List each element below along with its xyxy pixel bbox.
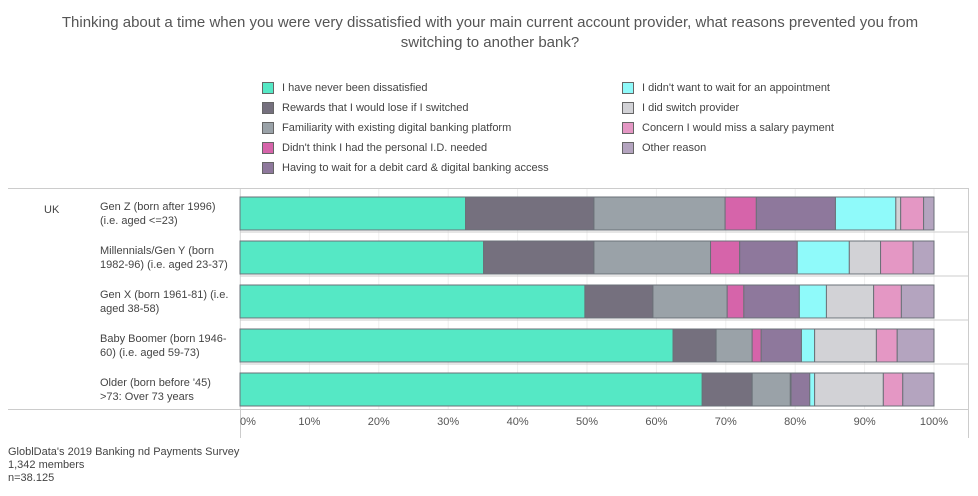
legend-label: I didn't want to wait for an appointment [642, 82, 830, 94]
legend-swatch [262, 82, 274, 94]
legend-label: Familiarity with existing digital bankin… [282, 122, 512, 134]
bar-segment[interactable] [239, 284, 586, 319]
bar-segment[interactable] [912, 240, 935, 275]
legend-label: Other reason [642, 142, 707, 154]
bar-segment[interactable] [790, 372, 811, 407]
legend-item[interactable]: Familiarity with existing digital bankin… [262, 121, 511, 135]
legend-label: I did switch provider [642, 102, 740, 114]
bar-segment[interactable] [739, 240, 798, 275]
bar-segment[interactable] [896, 328, 935, 363]
bar-segment[interactable] [755, 196, 836, 231]
category-label: Baby Boomer (born 1946-60) (i.e. aged 59… [100, 333, 227, 359]
bar-segment[interactable] [239, 196, 467, 231]
legend-item[interactable]: Didn't think I had the personal I.D. nee… [262, 141, 487, 155]
bar-segment[interactable] [751, 328, 762, 363]
x-tick-label: 20% [367, 416, 390, 428]
category-label: Gen Z (born after 1996) (i.e. aged <=23) [100, 201, 216, 227]
legend-swatch [622, 122, 634, 134]
bar-segment[interactable] [900, 196, 925, 231]
bar-segment[interactable] [760, 328, 802, 363]
chart-title: Thinking about a time when you were very… [61, 14, 919, 51]
x-tick-label: 60% [645, 416, 668, 428]
bar-segment[interactable] [900, 284, 935, 319]
bar-segment[interactable] [483, 240, 595, 275]
legend-item[interactable]: I did switch provider [622, 101, 739, 115]
group-label: UK [44, 204, 60, 216]
bar-segment[interactable] [796, 240, 850, 275]
category-label: Gen X (born 1961-81) (i.e. aged 38-58) [100, 289, 229, 315]
bar-segment[interactable] [672, 328, 717, 363]
legend-swatch [622, 82, 634, 94]
legend-label: Didn't think I had the personal I.D. nee… [282, 142, 488, 154]
legend-item[interactable]: I have never been dissatisfied [262, 81, 428, 95]
bar-segment[interactable] [902, 372, 935, 407]
legend-swatch [622, 142, 634, 154]
legend-item[interactable]: Concern I would miss a salary payment [622, 121, 834, 135]
x-tick-label: 70% [714, 416, 737, 428]
bar-segment[interactable] [809, 372, 816, 407]
footer-n: n=38.125 [8, 472, 55, 484]
bar-segment[interactable] [715, 328, 753, 363]
legend-swatch [262, 162, 274, 174]
frame-right [968, 188, 969, 438]
frame-top [8, 188, 968, 189]
legend-item[interactable]: Having to wait for a debit card & digita… [262, 161, 549, 175]
legend-item[interactable]: Rewards that I would lose if I switched [262, 101, 468, 115]
x-tick-label: 0% [240, 416, 256, 428]
bar-segment[interactable] [923, 196, 935, 231]
legend-swatch [262, 122, 274, 134]
bar-segment[interactable] [593, 240, 712, 275]
bar-segment[interactable] [800, 328, 816, 363]
bar-segment[interactable] [834, 196, 897, 231]
bar-segment[interactable] [875, 328, 898, 363]
bar-segment[interactable] [584, 284, 654, 319]
legend-label: I have never been dissatisfied [282, 82, 428, 94]
x-tick-label: 50% [575, 416, 599, 428]
x-tick-label: 100% [919, 416, 949, 428]
bar-segment[interactable] [239, 240, 485, 275]
bar-segment[interactable] [743, 284, 800, 319]
x-tick-label: 40% [506, 416, 529, 428]
x-tick-label: 80% [784, 416, 807, 428]
legend-swatch [262, 102, 274, 114]
legend-swatch [262, 142, 274, 154]
bar-segment[interactable] [798, 284, 827, 319]
bar-segment[interactable] [814, 372, 884, 407]
legend-label: Having to wait for a debit card & digita… [282, 162, 549, 174]
bar-segment[interactable] [726, 284, 745, 319]
bar-segment[interactable] [873, 284, 902, 319]
bar-segment[interactable] [825, 284, 875, 319]
legend-label: Concern I would miss a salary payment [642, 122, 834, 134]
bar-segment[interactable] [652, 284, 728, 319]
bar-segment[interactable] [239, 372, 703, 407]
footer-source: GloblData's 2019 Banking nd Payments Sur… [8, 446, 240, 458]
x-tick-label: 10% [298, 416, 321, 428]
legend-label: Rewards that I would lose if I switched [282, 102, 469, 114]
bar-segment[interactable] [895, 196, 902, 231]
bar-segment[interactable] [701, 372, 753, 407]
bar-segment[interactable] [724, 196, 757, 231]
bar-segment[interactable] [465, 196, 595, 231]
bar-segment[interactable] [710, 240, 741, 275]
legend-item[interactable]: I didn't want to wait for an appointment [622, 81, 830, 95]
x-tick-label: 90% [853, 416, 876, 428]
category-label: Millennials/Gen Y (born 1982-96) (i.e. a… [100, 245, 228, 271]
x-tick-label: 30% [437, 416, 460, 428]
bar-segment[interactable] [880, 240, 914, 275]
bar-segment[interactable] [882, 372, 904, 407]
bar-segment[interactable] [848, 240, 882, 275]
frame-bottom [8, 409, 968, 410]
category-label: Older (born before '45) >73: Over 73 yea… [100, 377, 211, 403]
legend-item[interactable]: Other reason [622, 141, 706, 155]
bar-segment[interactable] [593, 196, 726, 231]
legend-swatch [622, 102, 634, 114]
bar-segment[interactable] [751, 372, 791, 407]
footer-members: 1,342 members [8, 459, 85, 471]
bar-segment[interactable] [239, 328, 674, 363]
bar-segment[interactable] [814, 328, 877, 363]
